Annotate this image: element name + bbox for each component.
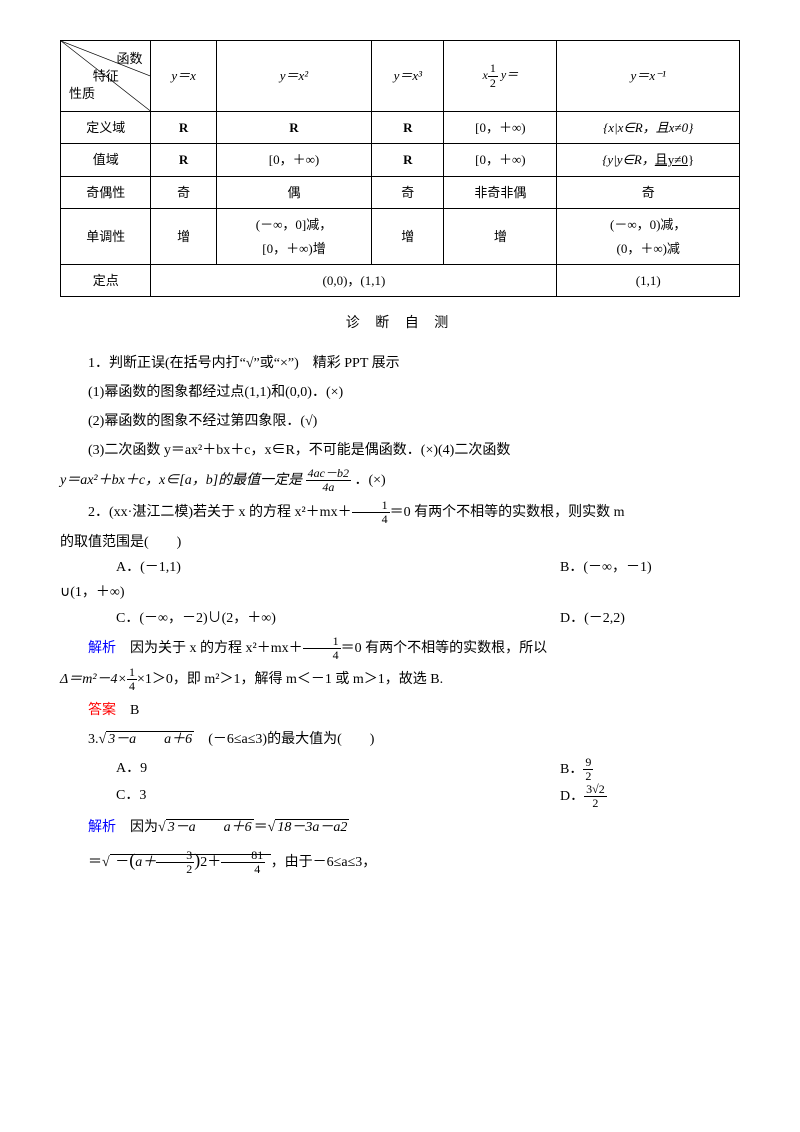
q3-solution-1: 解析 因为√3－a a＋6＝√18－3a－a2	[60, 815, 740, 840]
q3-opts-ab: A．9 B．92	[116, 756, 740, 783]
th-4: x12 y＝	[444, 41, 557, 112]
q2-optA: A．(－1,1)	[116, 555, 560, 580]
q2-optD: D．(－2,2)	[560, 606, 740, 631]
q3-opts-cd: C．3 D．3√22	[116, 783, 740, 810]
th-2: y＝x²	[216, 41, 372, 112]
table-row: 值域 R [0，＋∞) R [0，＋∞) {y|y∈R，且y≠0}	[61, 144, 740, 176]
q1-stem: 1．判断正误(在括号内打“√”或“×”) 精彩 PPT 展示	[60, 351, 740, 376]
th-1: y＝x	[151, 41, 216, 112]
q2-opts-ab: A．(－1,1) B．(－∞，－1)	[116, 555, 740, 580]
table-row: 定义域 R R R [0，＋∞) {x|x∈R，且x≠0}	[61, 112, 740, 144]
q3-stem: 3.√3－a a＋6 (－6≤a≤3)的最大值为( )	[60, 727, 740, 752]
row-label: 奇偶性	[61, 176, 151, 208]
row-label: 单调性	[61, 209, 151, 265]
th-5: y＝x⁻¹	[557, 41, 740, 112]
q3-optC: C．3	[116, 783, 560, 810]
table-row: 奇偶性 奇 偶 奇 非奇非偶 奇	[61, 176, 740, 208]
row-label: 定义域	[61, 112, 151, 144]
diag-top: 函数	[116, 47, 142, 70]
row-label: 值域	[61, 144, 151, 176]
table-row: 定点 (0,0)，(1,1) (1,1)	[61, 264, 740, 296]
q2-stem-2: 的取值范围是( )	[60, 530, 740, 555]
q1-4: y＝ax²＋bx＋c，x∈[a，b]的最值一定是 4ac－b24a ．(×)	[60, 467, 740, 494]
q3-optB: B．92	[560, 756, 740, 783]
q2-answer: 答案 B	[60, 698, 740, 723]
q2-stem: 2．(xx·湛江二模)若关于 x 的方程 x²＋mx＋14＝0 有两个不相等的实…	[60, 499, 740, 526]
th-3: y＝x³	[372, 41, 444, 112]
q3-solution-2: ＝√ －(a＋32)2＋814 ，由于－6≤a≤3，	[60, 844, 740, 876]
q2-optC: C．(－∞，－2)∪(2，＋∞)	[116, 606, 560, 631]
diag-mid: 特征	[93, 64, 119, 87]
q3-optD: D．3√22	[560, 783, 740, 810]
diag-bot: 性质	[69, 82, 95, 105]
q1-2: (2)幂函数的图象不经过第四象限．(√)	[60, 409, 740, 434]
q2-solution-2: Δ＝m²－4×14×1＞0，即 m²＞1，解得 m＜－1 或 m＞1，故选 B.	[60, 666, 740, 693]
q3-optA: A．9	[116, 756, 560, 783]
row-label: 定点	[61, 264, 151, 296]
q2-optB: B．(－∞，－1)	[560, 555, 740, 580]
table-diag-cell: 函数 特征 性质	[61, 41, 151, 112]
q1-1: (1)幂函数的图象都经过点(1,1)和(0,0)．(×)	[60, 380, 740, 405]
properties-table: 函数 特征 性质 y＝x y＝x² y＝x³ x12 y＝ y＝x⁻¹ 定义域 …	[60, 40, 740, 297]
q2-opts-cd: C．(－∞，－2)∪(2，＋∞) D．(－2,2)	[116, 606, 740, 631]
q2-optB-cont: ∪(1，＋∞)	[60, 580, 740, 605]
q1-3: (3)二次函数 y＝ax²＋bx＋c，x∈R，不可能是偶函数．(×)(4)二次函…	[60, 438, 740, 463]
table-row: 单调性 增 (－∞，0]减， [0，＋∞)增 增 增 (－∞，0)减， (0，＋…	[61, 209, 740, 265]
section-heading: 诊 断 自 测	[60, 311, 740, 336]
q2-solution: 解析 因为关于 x 的方程 x²＋mx＋14＝0 有两个不相等的实数根，所以	[60, 635, 740, 662]
